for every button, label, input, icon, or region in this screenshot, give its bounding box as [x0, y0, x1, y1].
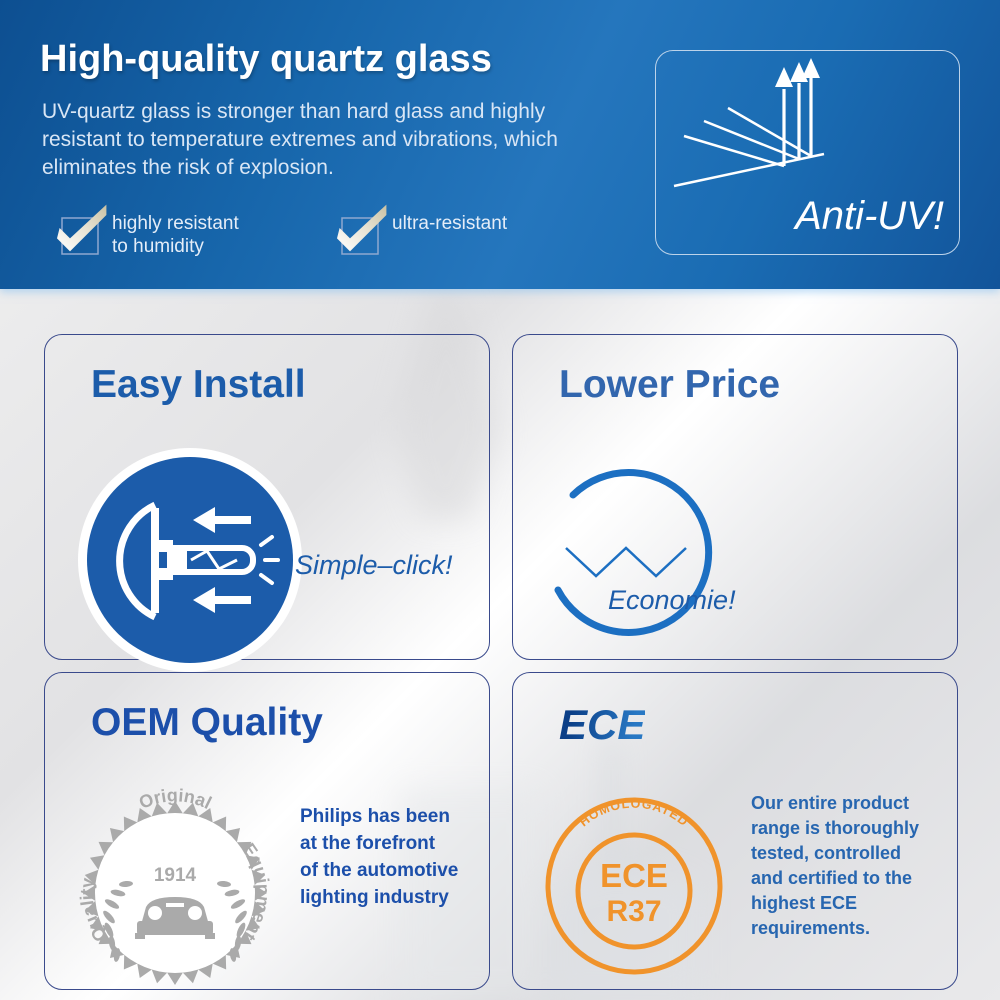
svg-text:R37: R37 — [606, 895, 661, 928]
svg-text:HOMOLOGATED: HOMOLOGATED — [577, 797, 691, 830]
svg-text:ECE: ECE — [600, 857, 668, 894]
svg-text:1914: 1914 — [154, 865, 197, 886]
